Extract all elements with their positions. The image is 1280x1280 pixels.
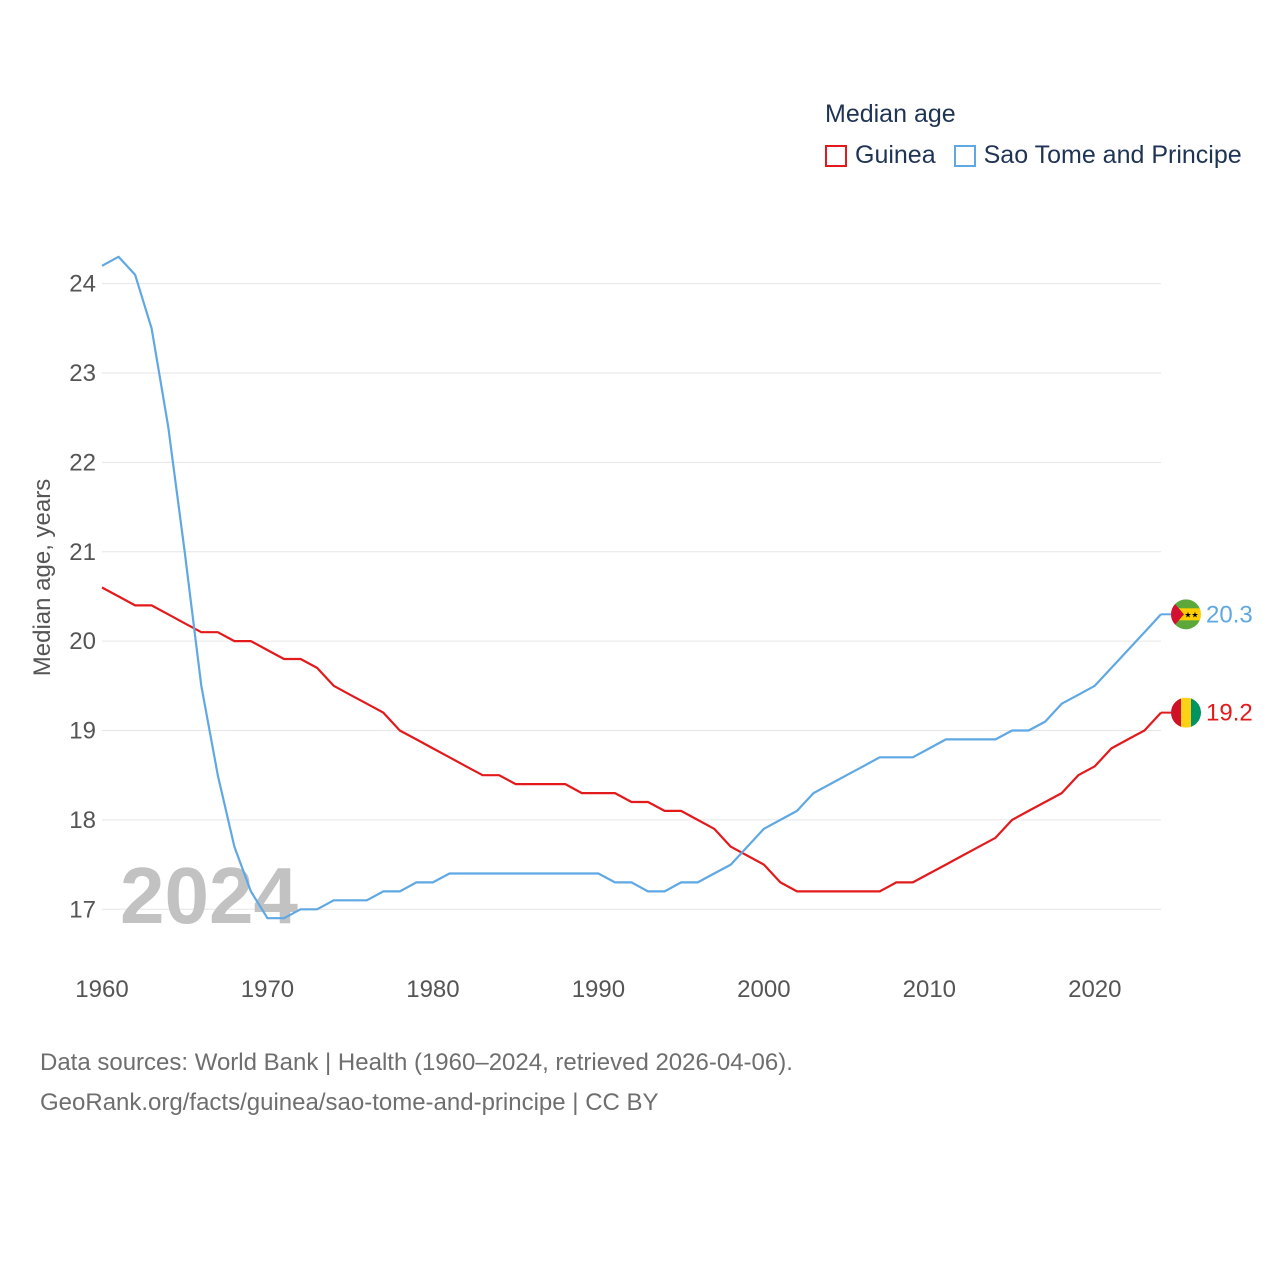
legend: Median age Guinea Sao Tome and Principe bbox=[825, 100, 1260, 170]
y-tick-label-22: 22 bbox=[69, 449, 96, 476]
line-chart: 17 18 19 20 21 22 23 24 1960 1970 1980 1990 2000 2010… bbox=[29, 255, 1253, 1003]
y-tick-label-21: 21 bbox=[69, 539, 96, 566]
legend-swatch-sao-tome bbox=[953, 144, 976, 167]
legend-item-guinea[interactable]: Guinea bbox=[825, 141, 936, 170]
y-tick-label-23: 23 bbox=[69, 360, 96, 387]
legend-items: Guinea Sao Tome and Principe bbox=[825, 141, 1260, 170]
footer-sources: Data sources: World Bank | Health (1960–… bbox=[40, 1049, 793, 1076]
legend-swatch-guinea bbox=[825, 144, 847, 167]
y-tick-label-20: 20 bbox=[69, 628, 96, 655]
y-tick-label-24: 24 bbox=[69, 271, 96, 298]
y-tick-label-17: 17 bbox=[69, 896, 96, 923]
flag-sao-tome-icon: ★ ★ bbox=[1171, 599, 1201, 630]
y-axis-label: Median age, years bbox=[29, 479, 56, 676]
x-tick-label-1970: 1970 bbox=[241, 976, 294, 1003]
legend-item-sao-tome[interactable]: Sao Tome and Principe bbox=[953, 141, 1242, 170]
svg-text:★: ★ bbox=[1184, 610, 1191, 619]
x-tick-label-2020: 2020 bbox=[1068, 976, 1121, 1003]
x-tick-label-1980: 1980 bbox=[406, 976, 459, 1003]
svg-text:★: ★ bbox=[1191, 610, 1198, 619]
legend-label-guinea: Guinea bbox=[855, 141, 936, 169]
x-tick-label-2010: 2010 bbox=[903, 976, 956, 1003]
footer: Data sources: World Bank | Health (1960–… bbox=[40, 1043, 793, 1123]
year-watermark: 2024 bbox=[120, 851, 298, 940]
flag-guinea-icon bbox=[1171, 697, 1201, 728]
legend-title: Median age bbox=[825, 100, 956, 128]
end-value-label-sao-tome: 20.3 bbox=[1206, 601, 1253, 628]
series-line-sao-tome bbox=[101, 255, 1162, 920]
y-tick-label-19: 19 bbox=[69, 718, 96, 745]
series-line-guinea bbox=[101, 586, 1162, 893]
legend-label-sao-tome: Sao Tome and Principe bbox=[983, 141, 1242, 169]
x-tick-label-1990: 1990 bbox=[572, 976, 625, 1003]
x-tick-label-2000: 2000 bbox=[737, 976, 790, 1003]
footer-link[interactable]: GeoRank.org/facts/guinea/sao-tome-and-pr… bbox=[40, 1089, 659, 1116]
y-tick-label-18: 18 bbox=[69, 807, 96, 834]
end-value-label-guinea: 19.2 bbox=[1206, 700, 1253, 727]
x-tick-label-1960: 1960 bbox=[75, 976, 128, 1003]
